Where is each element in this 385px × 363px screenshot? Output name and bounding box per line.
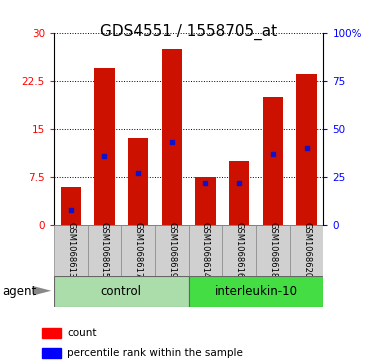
FancyBboxPatch shape (223, 225, 256, 276)
Bar (61, 187, 81, 225)
Point (101, 153, 107, 159)
Text: GSM1068619: GSM1068619 (167, 223, 176, 278)
Point (236, 180, 242, 185)
Text: GSM1068613: GSM1068613 (66, 223, 75, 278)
Bar (42, 328, 60, 338)
Point (68, 207, 74, 213)
Text: agent: agent (2, 285, 36, 298)
FancyBboxPatch shape (189, 276, 323, 307)
Point (303, 145, 310, 151)
FancyBboxPatch shape (256, 225, 290, 276)
Text: GSM1068615: GSM1068615 (100, 223, 109, 278)
Bar (296, 74, 316, 225)
Text: percentile rank within the sample: percentile rank within the sample (67, 348, 243, 358)
Bar (196, 177, 216, 225)
Point (203, 180, 209, 185)
FancyBboxPatch shape (54, 225, 88, 276)
Text: GSM1068620: GSM1068620 (302, 223, 311, 278)
FancyBboxPatch shape (155, 225, 189, 276)
Bar (128, 139, 148, 225)
Bar (94, 68, 115, 225)
Bar (162, 49, 182, 225)
Point (169, 139, 175, 145)
FancyBboxPatch shape (189, 225, 223, 276)
Text: GSM1068616: GSM1068616 (235, 223, 244, 278)
Text: control: control (101, 285, 142, 298)
Text: interleukin-10: interleukin-10 (214, 285, 298, 298)
Text: GSM1068617: GSM1068617 (134, 223, 142, 278)
Bar (42, 348, 60, 358)
FancyBboxPatch shape (290, 225, 323, 276)
Bar (263, 97, 283, 225)
Polygon shape (33, 286, 51, 295)
Text: GSM1068618: GSM1068618 (268, 223, 277, 278)
Text: count: count (67, 328, 97, 338)
FancyBboxPatch shape (54, 276, 189, 307)
Bar (229, 161, 249, 225)
Point (135, 170, 141, 176)
Text: GDS4551 / 1558705_at: GDS4551 / 1558705_at (100, 24, 277, 40)
Text: GSM1068614: GSM1068614 (201, 223, 210, 278)
Point (270, 151, 276, 157)
FancyBboxPatch shape (88, 225, 121, 276)
FancyBboxPatch shape (121, 225, 155, 276)
